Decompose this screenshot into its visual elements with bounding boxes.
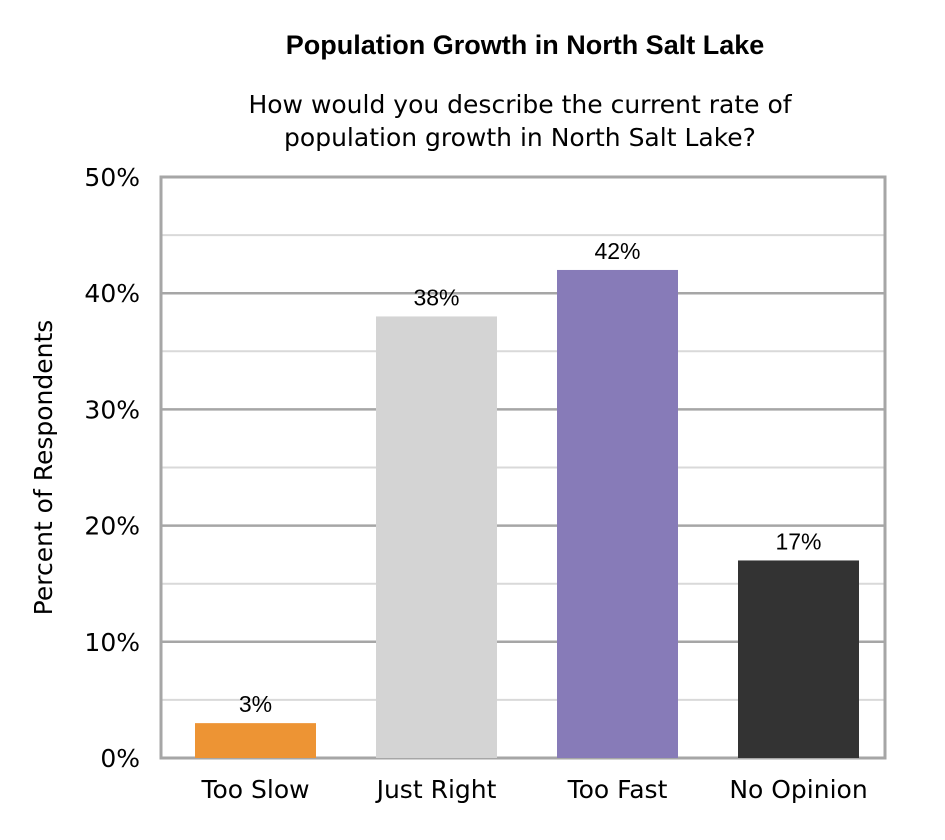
- y-tick-label: 20%: [84, 512, 140, 541]
- bar-too-slow: [195, 723, 316, 758]
- y-axis-label: Percent of Respondents: [29, 320, 58, 616]
- bar-too-fast: [557, 269, 678, 758]
- data-label: 3%: [239, 691, 272, 717]
- x-category-label: No Opinion: [729, 775, 867, 804]
- y-tick-label: 0%: [100, 744, 140, 773]
- y-tick-label: 10%: [84, 628, 140, 657]
- y-tick-label: 50%: [84, 163, 140, 192]
- chart-title: Population Growth in North Salt Lake: [285, 30, 765, 60]
- data-label: 17%: [775, 528, 821, 554]
- bar-no-opinion: [738, 560, 859, 758]
- plot-area-border: [159, 175, 887, 760]
- x-category-label: Too Slow: [200, 775, 309, 804]
- y-tick-label: 40%: [84, 279, 140, 308]
- x-category-label: Just Right: [375, 775, 497, 804]
- data-label: 42%: [594, 238, 640, 264]
- x-category-label: Too Fast: [567, 775, 668, 804]
- y-tick-label: 30%: [84, 395, 140, 424]
- data-label: 38%: [413, 284, 459, 310]
- chart-subtitle: How would you describe the current rate …: [248, 90, 792, 152]
- bar-just-right: [376, 316, 497, 758]
